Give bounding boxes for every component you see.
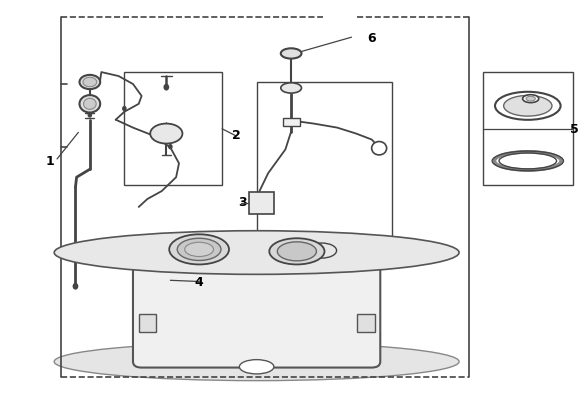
Ellipse shape (495, 92, 561, 120)
FancyBboxPatch shape (133, 247, 380, 368)
Ellipse shape (72, 283, 78, 290)
Ellipse shape (83, 77, 97, 87)
Bar (139, 314, 156, 332)
Ellipse shape (269, 238, 324, 264)
Ellipse shape (177, 238, 221, 260)
Ellipse shape (150, 123, 183, 144)
Text: 2: 2 (232, 129, 241, 142)
Ellipse shape (169, 234, 229, 264)
Text: 1: 1 (45, 155, 54, 168)
Text: 6: 6 (511, 107, 516, 116)
Text: 4: 4 (195, 276, 204, 289)
Bar (282, 118, 300, 126)
Ellipse shape (281, 83, 302, 93)
Ellipse shape (503, 96, 552, 116)
Ellipse shape (168, 144, 173, 149)
Ellipse shape (164, 84, 169, 91)
Ellipse shape (54, 231, 459, 274)
Ellipse shape (79, 95, 100, 113)
Ellipse shape (526, 96, 535, 101)
Ellipse shape (88, 112, 92, 118)
Bar (256, 82, 392, 260)
Ellipse shape (277, 242, 317, 261)
Ellipse shape (494, 152, 561, 170)
Ellipse shape (122, 106, 126, 111)
Text: 6: 6 (367, 32, 376, 45)
Ellipse shape (84, 98, 96, 109)
Ellipse shape (281, 48, 302, 59)
Bar (124, 72, 222, 185)
Ellipse shape (79, 75, 100, 89)
Bar (249, 192, 274, 214)
Text: 5: 5 (570, 123, 579, 136)
Ellipse shape (523, 95, 539, 103)
Ellipse shape (372, 142, 387, 155)
Text: 3: 3 (238, 197, 246, 209)
Ellipse shape (185, 242, 213, 256)
Bar (357, 314, 375, 332)
Ellipse shape (309, 244, 334, 257)
Bar (483, 72, 573, 185)
Ellipse shape (54, 343, 459, 380)
Ellipse shape (240, 360, 274, 374)
